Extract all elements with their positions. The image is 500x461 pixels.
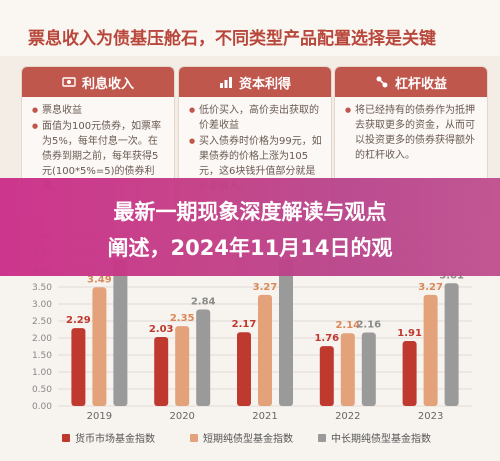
y-tick-label: 1.50 (32, 351, 52, 361)
legend-label: 中长期纯债型基金指数 (331, 434, 431, 445)
legend-item: 中长期纯债型基金指数 (318, 430, 431, 445)
bar (92, 287, 107, 406)
data-label: 2.84 (191, 296, 216, 307)
y-tick-label: 3.00 (32, 300, 52, 310)
bar (444, 283, 459, 406)
card-header: 资本利得 (179, 67, 331, 97)
data-label: 2.35 (170, 313, 195, 324)
data-label: 2.17 (232, 319, 257, 330)
banner-line-2: 阐述，2024年11月14日的观 (107, 236, 393, 260)
data-label: 2.16 (356, 320, 381, 331)
bar (196, 309, 211, 406)
chart-growth-icon (219, 77, 232, 88)
y-tick-label: 3.50 (32, 283, 52, 293)
data-label: 3.27 (418, 282, 443, 293)
money-icon (62, 77, 76, 87)
legend-swatch (318, 433, 326, 442)
legend-swatch (190, 433, 198, 442)
card-header: 杠杆收益 (335, 67, 487, 97)
card-title: 利息收入 (81, 76, 134, 92)
legend-item: 短期纯债型基金指数 (190, 430, 293, 445)
bar (71, 328, 86, 406)
data-label: 2.29 (66, 315, 91, 326)
legend-item: 货币市场基金指数 (62, 430, 155, 445)
chart-legend: 货币市场基金指数 短期纯债型基金指数 中长期纯债型基金指数 (0, 426, 500, 446)
legend-label: 短期纯债型基金指数 (203, 434, 293, 445)
x-tick-label: 2022 (335, 411, 360, 422)
bar (154, 336, 169, 406)
y-tick-label: 0.50 (32, 385, 52, 395)
y-tick-label: 0.00 (32, 402, 52, 412)
bar (237, 332, 251, 406)
bar (402, 341, 417, 406)
card-line: 低价买入，高价卖出获取的价差收益 (189, 103, 323, 133)
bar (361, 332, 376, 406)
data-label: 1.76 (314, 333, 339, 344)
y-tick-label: 2.50 (32, 317, 52, 327)
page-title: 票息收入为债基压舱石，不同类型产品配置选择是关键 (28, 29, 436, 49)
data-label: 2.14 (335, 320, 360, 331)
x-tick-label: 2020 (169, 411, 194, 422)
bar (423, 294, 438, 406)
lever-icon (376, 76, 388, 88)
data-label: 2.03 (149, 324, 174, 335)
bar (319, 346, 334, 406)
bar (258, 294, 272, 406)
card-title: 资本利得 (238, 76, 291, 92)
bar (340, 333, 355, 406)
data-label: 3.49 (87, 274, 112, 285)
banner-line-1: 最新一期现象深度解读与观点 (113, 200, 387, 224)
card-title: 杠杆收益 (394, 76, 447, 92)
bar (279, 259, 293, 406)
data-label: 1.91 (397, 328, 422, 339)
data-label: 3.27 (253, 282, 278, 293)
card-header: 利息收入 (22, 67, 174, 97)
card-line: 将已经持有的债券作为抵押去获取更多的资金，从而可以投资更多的债券获得额外的杠杆收… (345, 103, 479, 163)
x-tick-label: 2021 (252, 411, 277, 422)
card-line: 票息收益 (32, 103, 166, 118)
legend-swatch (62, 433, 70, 442)
legend-label: 货币市场基金指数 (75, 434, 155, 445)
x-tick-label: 2023 (418, 411, 443, 422)
bar (113, 259, 128, 406)
bar (175, 326, 190, 406)
header-bar: 票息收入为债基压舱石，不同类型产品配置选择是关键 (0, 0, 500, 56)
y-tick-label: 1.00 (32, 368, 52, 378)
headline-banner: 最新一期现象深度解读与观点 阐述，2024年11月14日的观 (0, 178, 500, 276)
y-tick-label: 2.00 (32, 334, 52, 344)
x-tick-label: 2019 (87, 411, 112, 422)
